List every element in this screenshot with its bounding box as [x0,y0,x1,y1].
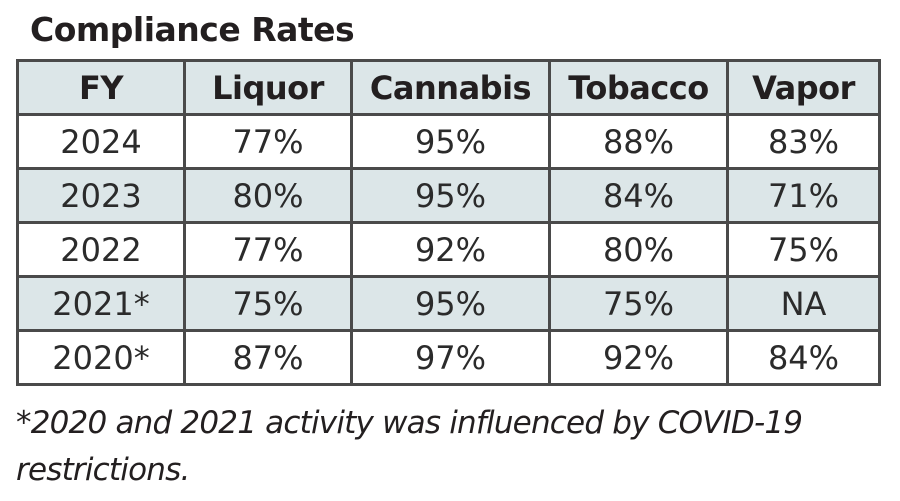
cell-vapor: NA [726,275,881,332]
cell-liquor: 87% [183,329,353,386]
cell-tobacco: 92% [548,329,729,386]
header-row: FY Liquor Cannabis Tobacco Vapor [16,59,881,116]
column-header-fy: FY [16,59,186,116]
column-header-vapor: Vapor [726,59,881,116]
footnote: *2020 and 2021 activity was influenced b… [16,405,803,488]
column-header-liquor: Liquor [183,59,353,116]
cell-fy: 2022 [16,221,186,278]
cell-fy: 2020* [16,329,186,386]
column-header-tobacco: Tobacco [548,59,729,116]
table-row: 2021* 75% 95% 75% NA [16,275,881,332]
table-row: 2022 77% 92% 80% 75% [16,221,881,278]
cell-cannabis: 92% [350,221,551,278]
cell-cannabis: 95% [350,113,551,170]
cell-liquor: 80% [183,167,353,224]
cell-tobacco: 80% [548,221,729,278]
cell-liquor: 75% [183,275,353,332]
cell-vapor: 75% [726,221,881,278]
table-row: 2023 80% 95% 84% 71% [16,167,881,224]
table-title: Compliance Rates [30,10,355,49]
cell-liquor: 77% [183,221,353,278]
cell-vapor: 83% [726,113,881,170]
cell-cannabis: 97% [350,329,551,386]
cell-cannabis: 95% [350,275,551,332]
table-row: 2024 77% 95% 88% 83% [16,113,881,170]
column-header-cannabis: Cannabis [350,59,551,116]
cell-vapor: 71% [726,167,881,224]
table-row: 2020* 87% 97% 92% 84% [16,329,881,386]
compliance-rates-table: FY Liquor Cannabis Tobacco Vapor 2024 77… [16,59,881,386]
cell-tobacco: 88% [548,113,729,170]
cell-fy: 2024 [16,113,186,170]
cell-tobacco: 84% [548,167,729,224]
cell-liquor: 77% [183,113,353,170]
cell-fy: 2021* [16,275,186,332]
cell-vapor: 84% [726,329,881,386]
cell-tobacco: 75% [548,275,729,332]
cell-fy: 2023 [16,167,186,224]
cell-cannabis: 95% [350,167,551,224]
